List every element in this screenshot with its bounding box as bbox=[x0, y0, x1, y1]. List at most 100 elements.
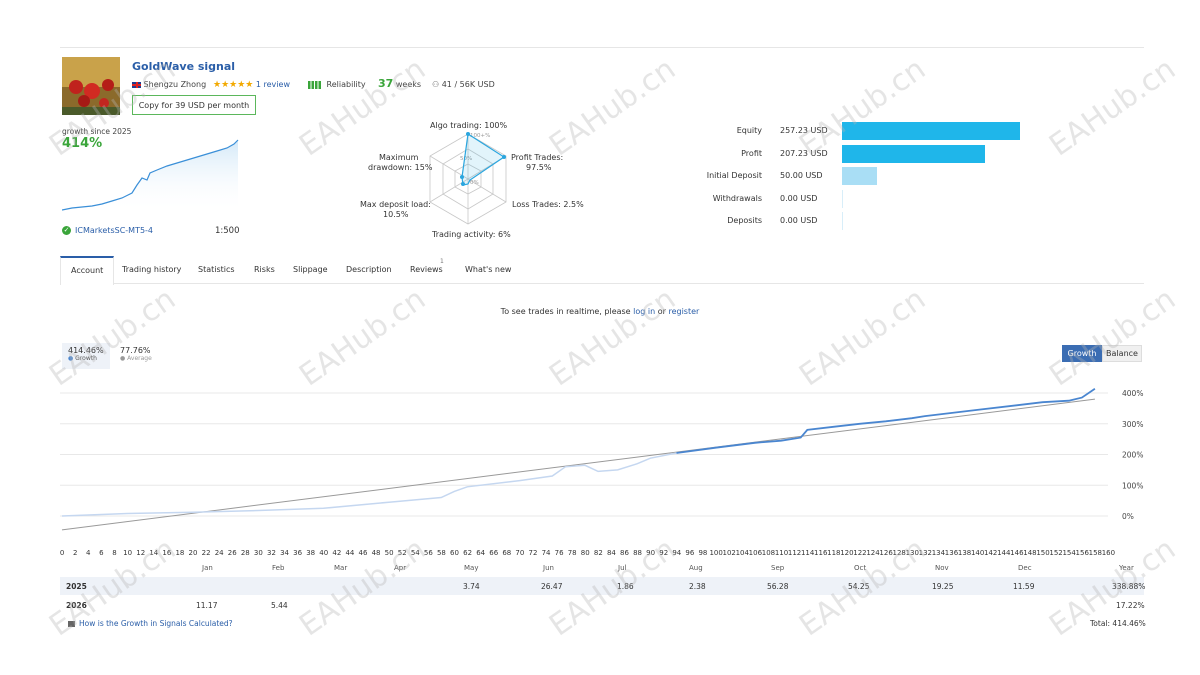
radar-algo-label: Algo trading: 100% bbox=[430, 121, 508, 130]
fin-label-withdrawals: Withdrawals bbox=[712, 193, 762, 203]
tab-slippage[interactable]: Slippage bbox=[293, 265, 328, 274]
cell-2025-sep: 56.28 bbox=[767, 582, 789, 591]
x-tick-label: 70 bbox=[515, 549, 525, 557]
x-tick-label: 94 bbox=[672, 549, 682, 557]
rating-block[interactable]: ★★★★★ 1 review bbox=[213, 80, 290, 90]
notice-prefix: To see trades in realtime, please bbox=[500, 307, 634, 316]
x-tick-label: 68 bbox=[502, 549, 512, 557]
reviews-count-badge: 1 bbox=[440, 258, 444, 265]
x-tick-label: 14 bbox=[149, 549, 159, 557]
cell-2025-jul: 1.86 bbox=[617, 582, 634, 591]
x-tick-label: 34 bbox=[280, 549, 289, 557]
book-icon bbox=[68, 620, 75, 627]
x-tick-label: 50 bbox=[384, 549, 394, 557]
radar-deposit-load-label: Max deposit load: bbox=[360, 200, 431, 209]
x-tick-label: 20 bbox=[188, 549, 198, 557]
y-tick-label: 400% bbox=[1122, 389, 1143, 398]
tab-description[interactable]: Description bbox=[346, 265, 392, 274]
broker-name[interactable]: ICMarketsSC-MT5-4 bbox=[75, 226, 154, 235]
x-tick-label: 112 bbox=[787, 549, 802, 557]
subscribers-icon: ⚇ bbox=[432, 80, 440, 89]
x-tick-label: 8 bbox=[112, 549, 117, 557]
radar-ring-50: 50% bbox=[460, 156, 472, 162]
month-header: Sep bbox=[771, 564, 785, 572]
star-rating: ★★★★★ bbox=[213, 80, 254, 90]
subscribers-block: ⚇ 41 / 56K USD bbox=[432, 80, 495, 89]
x-tick-label: 28 bbox=[240, 549, 250, 557]
x-tick-label: 30 bbox=[253, 549, 263, 557]
x-tick-label: 0 bbox=[59, 549, 65, 557]
mini-growth-chart bbox=[62, 139, 239, 213]
x-tick-label: 52 bbox=[397, 549, 407, 557]
month-header: Jan bbox=[202, 564, 213, 572]
total-growth: Total: 414.46% bbox=[1090, 619, 1146, 628]
fin-value-deposits: 0.00 USD bbox=[780, 216, 818, 225]
x-tick-label: 92 bbox=[659, 549, 669, 557]
x-tick-label: 46 bbox=[358, 549, 368, 557]
year-row-2026: 2026 11.17 5.44 17.22% bbox=[60, 596, 1145, 614]
fin-label-profit: Profit bbox=[741, 148, 762, 158]
legend-average[interactable]: 77.76% ● Average bbox=[114, 343, 162, 369]
growth-series-line bbox=[676, 387, 1096, 454]
tab-reviews[interactable]: Reviews bbox=[410, 265, 443, 274]
growth-toggle-button[interactable]: Growth bbox=[1062, 345, 1102, 362]
month-header: Jun bbox=[543, 564, 554, 572]
x-tick-label: 142 bbox=[984, 549, 998, 557]
month-header: Apr bbox=[394, 564, 407, 572]
y-tick-label: 0% bbox=[1122, 512, 1134, 521]
y-tick-label: 300% bbox=[1122, 420, 1143, 429]
x-tick-label: 58 bbox=[436, 549, 446, 557]
x-tick-label: 6 bbox=[99, 549, 104, 557]
x-tick-label: 126 bbox=[879, 549, 893, 557]
x-tick-label: 88 bbox=[633, 549, 643, 557]
x-tick-label: 2 bbox=[72, 549, 78, 557]
signal-avatar[interactable] bbox=[62, 57, 120, 115]
author-block[interactable]: Shengzu Zhong bbox=[132, 80, 206, 89]
login-link[interactable]: log in bbox=[633, 307, 656, 316]
radar-drawdown-label: Maximum bbox=[379, 153, 419, 162]
tab-account[interactable]: Account bbox=[60, 256, 115, 285]
month-header: Mar bbox=[334, 564, 348, 572]
radar-profit-value: 97.5% bbox=[526, 163, 552, 172]
x-tick-label: 48 bbox=[371, 549, 381, 557]
watermark-text: EAHub.cn bbox=[1043, 51, 1183, 164]
signal-title[interactable]: GoldWave signal bbox=[132, 60, 236, 73]
x-tick-label: 22 bbox=[201, 549, 211, 557]
weeks-block: 37 weeks bbox=[378, 77, 421, 90]
x-tick-label: 150 bbox=[1036, 549, 1050, 557]
broker-block[interactable]: ✓ ICMarketsSC-MT5-4 bbox=[62, 226, 153, 235]
legend-growth-value: 414.46% bbox=[68, 346, 104, 355]
growth-series-line-early bbox=[61, 452, 677, 517]
tab-trading-history[interactable]: Trading history bbox=[122, 265, 182, 274]
x-tick-label: 138 bbox=[957, 549, 972, 557]
x-tick-label: 122 bbox=[853, 549, 867, 557]
tab-statistics[interactable]: Statistics bbox=[198, 265, 235, 274]
tab-whats-new[interactable]: What's new bbox=[465, 265, 512, 274]
x-tick-label: 90 bbox=[646, 549, 656, 557]
reviews-link[interactable]: 1 review bbox=[255, 80, 290, 89]
copy-button[interactable]: Copy for 39 USD per month bbox=[132, 95, 256, 115]
x-tick-label: 134 bbox=[931, 549, 946, 557]
x-tick-label: 110 bbox=[774, 549, 789, 557]
growth-calc-link[interactable]: How is the Growth in Signals Calculated? bbox=[68, 619, 233, 628]
register-link[interactable]: register bbox=[668, 307, 700, 316]
growth-chart: 0% 100% 200% 300% 400% bbox=[60, 387, 1143, 531]
x-tick-label: 98 bbox=[698, 549, 708, 557]
x-tick-label: 60 bbox=[450, 549, 459, 557]
x-tick-label: 130 bbox=[905, 549, 919, 557]
subscribers-value: 41 / 56K USD bbox=[441, 80, 495, 89]
cell-2026-year: 17.22% bbox=[1116, 601, 1145, 610]
balance-toggle-button[interactable]: Balance bbox=[1102, 345, 1142, 362]
cell-2025-aug: 2.38 bbox=[689, 582, 706, 591]
radar-point bbox=[461, 182, 465, 186]
watermark-text: EAHub.cn bbox=[543, 51, 683, 164]
tab-risks[interactable]: Risks bbox=[254, 265, 275, 274]
growth-calc-text[interactable]: How is the Growth in Signals Calculated? bbox=[79, 619, 233, 628]
x-tick-label: 36 bbox=[293, 549, 303, 557]
average-series-line bbox=[61, 398, 1095, 531]
x-tick-label: 80 bbox=[580, 549, 590, 557]
x-tick-label: 86 bbox=[620, 549, 629, 557]
year-label-2025: 2025 bbox=[66, 582, 87, 591]
legend-growth[interactable]: 414.46% ● Growth bbox=[62, 343, 110, 369]
x-tick-label: 152 bbox=[1049, 549, 1063, 557]
